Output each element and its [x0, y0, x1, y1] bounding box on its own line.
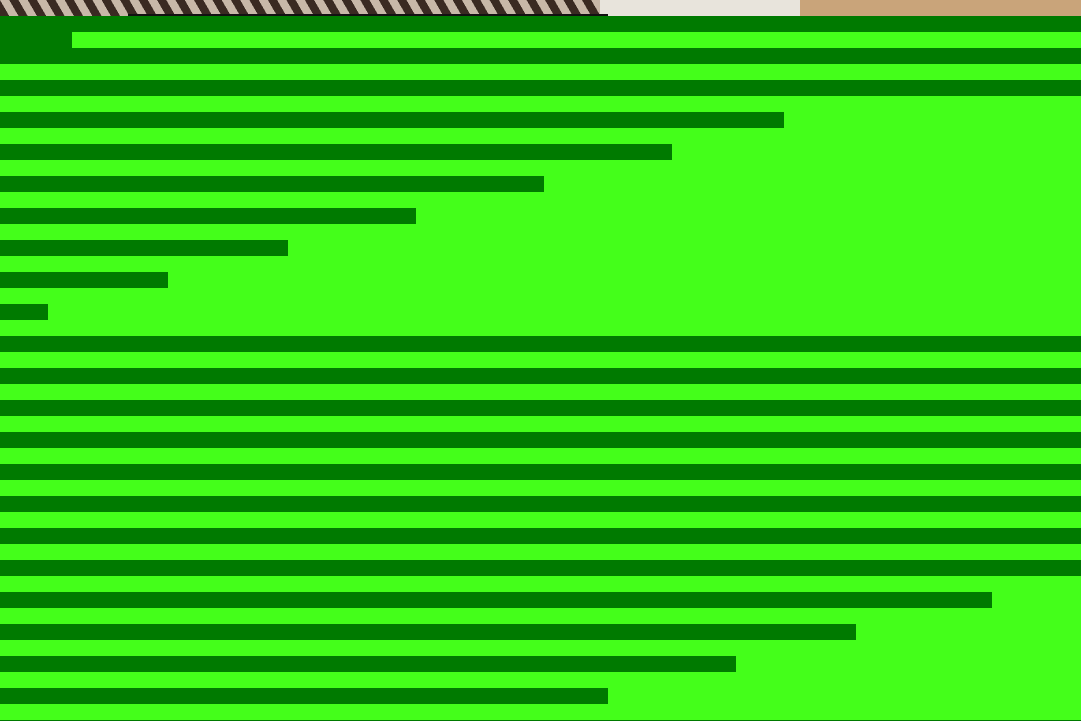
stripes: [0, 16, 1081, 721]
dark-tears: [0, 32, 1081, 704]
tear-overlay: [0, 32, 1081, 704]
photo-strip: [0, 0, 1081, 16]
